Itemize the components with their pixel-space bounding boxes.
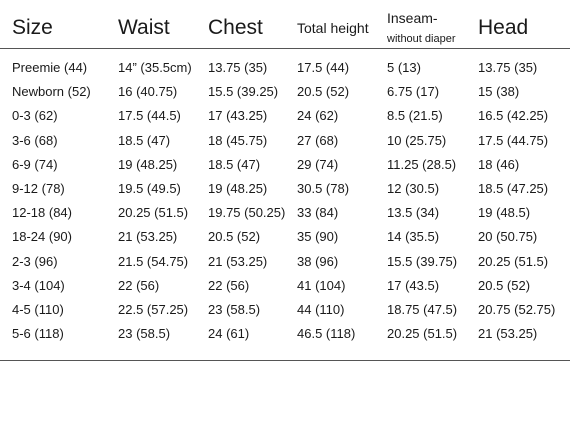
cell: 22 (56) xyxy=(118,277,160,293)
cell: 18.5 (47) xyxy=(208,156,261,172)
cell: 21 (53.25) xyxy=(118,229,178,245)
cell: 29 (74) xyxy=(297,156,339,172)
cell: 19.5 (49.5) xyxy=(118,181,181,196)
size-label: Preemie (44) xyxy=(12,60,88,75)
cell: 20.25 (51.5) xyxy=(118,205,189,221)
header-rule xyxy=(0,48,570,49)
cell: 15 (38) xyxy=(478,84,520,100)
cell: 6.75 (17) xyxy=(387,84,440,100)
cell: 44 (110) xyxy=(297,302,345,317)
cell: 24 (61) xyxy=(208,326,250,342)
cell: 17 (43.25) xyxy=(208,108,268,124)
size-label: 9-12 (78) xyxy=(12,181,65,196)
cell: 22 (56) xyxy=(208,277,250,293)
cell: 13.75 (35) xyxy=(478,60,538,75)
cell: 19.75 (50.25) xyxy=(208,205,286,221)
cell: 18 (45.75) xyxy=(208,132,268,148)
cell: 13.75 (35) xyxy=(208,60,268,75)
cell: 16.5 (42.25) xyxy=(478,108,549,124)
size-label: 18-24 (90) xyxy=(12,229,72,245)
cell: 20.5 (52) xyxy=(208,229,261,245)
size-label: 0-3 (62) xyxy=(12,108,58,124)
cell: 22.5 (57.25) xyxy=(118,302,189,317)
cell: 23 (58.5) xyxy=(208,302,261,317)
cell: 10 (25.75) xyxy=(387,132,447,148)
size-label: 5-6 (118) xyxy=(12,326,64,342)
cell: 19 (48.5) xyxy=(478,205,531,221)
size-label: 2-3 (96) xyxy=(12,253,58,269)
cell: 35 (90) xyxy=(297,229,339,245)
cell: 11.25 (28.5) xyxy=(387,156,457,172)
cell: 24 (62) xyxy=(297,108,339,124)
cell: 17.5 (44) xyxy=(297,60,350,75)
cell: 5 (13) xyxy=(387,60,421,75)
cell: 33 (84) xyxy=(297,205,339,221)
cell: 17.5 (44.5) xyxy=(118,108,181,124)
column-header: Size xyxy=(12,16,53,39)
size-label: 3-4 (104) xyxy=(12,277,65,293)
cell: 23 (58.5) xyxy=(118,326,171,342)
cell: 30.5 (78) xyxy=(297,181,350,196)
cell: 18.5 (47) xyxy=(118,132,171,148)
cell: 17 (43.5) xyxy=(387,277,440,293)
cell: 18.75 (47.5) xyxy=(387,302,458,317)
cell: 20 (50.75) xyxy=(478,229,538,245)
cell: 20.25 (51.5) xyxy=(478,253,549,269)
cell: 41 (104) xyxy=(297,277,346,293)
cell: 46.5 (118) xyxy=(297,326,356,342)
cell: 20.5 (52) xyxy=(478,277,531,293)
cell: 15.5 (39.75) xyxy=(387,253,458,269)
cell: 27 (68) xyxy=(297,132,339,148)
column-header: Head xyxy=(478,16,529,39)
cell: 18.5 (47.25) xyxy=(478,181,549,196)
cell: 20.25 (51.5) xyxy=(387,326,458,342)
cell: 14” (35.5cm) xyxy=(118,60,192,75)
cell: 21 (53.25) xyxy=(208,253,268,269)
cell: 21 (53.25) xyxy=(478,326,538,342)
cell: 17.5 (44.75) xyxy=(478,132,549,148)
size-label: 12-18 (84) xyxy=(12,205,72,221)
cell: 19 (48.25) xyxy=(208,181,268,196)
cell: 14 (35.5) xyxy=(387,229,440,245)
column-header: Chest xyxy=(208,16,263,39)
cell: 18 (46) xyxy=(478,156,520,172)
column-header: Total height xyxy=(297,20,369,36)
size-label: Newborn (52) xyxy=(12,84,91,100)
cell: 15.5 (39.25) xyxy=(208,84,279,100)
size-label: 4-5 (110) xyxy=(12,302,64,317)
cell: 13.5 (34) xyxy=(387,205,440,221)
size-label: 6-9 (74) xyxy=(12,156,58,172)
size-label: 3-6 (68) xyxy=(12,132,58,148)
cell: 20.5 (52) xyxy=(297,84,350,100)
cell: 8.5 (21.5) xyxy=(387,108,443,124)
bottom-rule xyxy=(0,360,570,361)
column-header: Waist xyxy=(118,16,170,39)
cell: 16 (40.75) xyxy=(118,84,178,100)
cell: 20.75 (52.75) xyxy=(478,302,556,317)
column-header: Inseam- xyxy=(387,10,438,26)
column-header-sub: without diaper xyxy=(387,33,456,45)
cell: 12 (30.5) xyxy=(387,181,440,196)
cell: 21.5 (54.75) xyxy=(118,253,189,269)
cell: 38 (96) xyxy=(297,253,339,269)
cell: 19 (48.25) xyxy=(118,156,178,172)
